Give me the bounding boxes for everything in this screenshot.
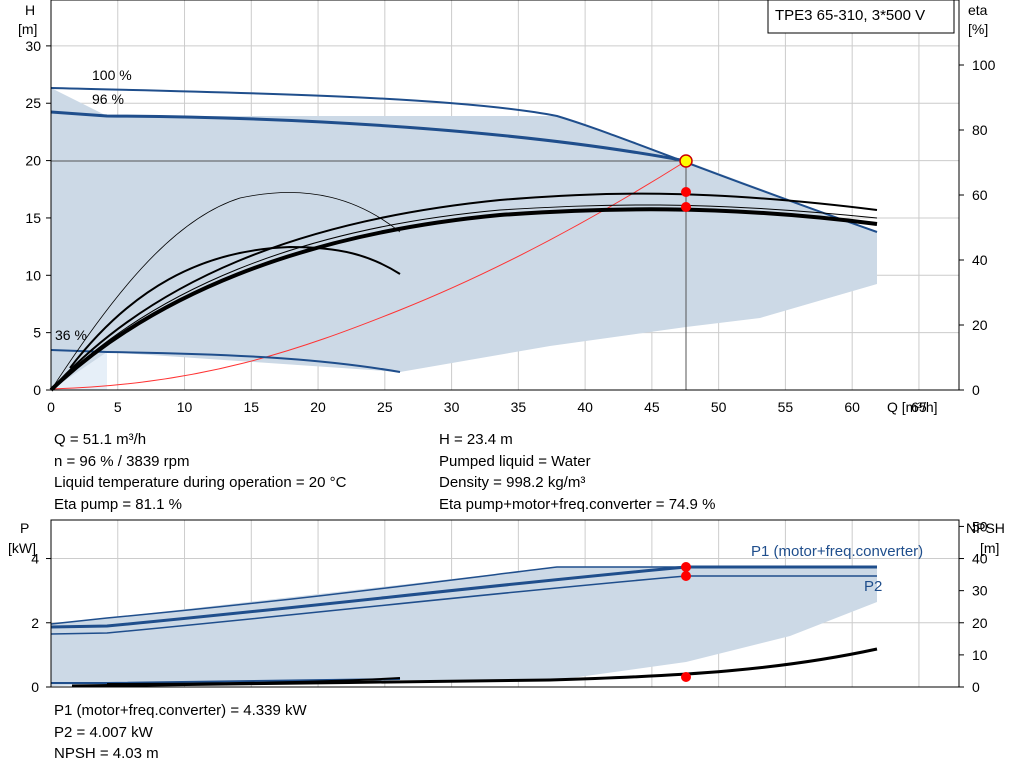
eta-tick-label: 100 bbox=[972, 57, 996, 73]
info-liquid-temperature: Liquid temperature during operation = 20… bbox=[54, 474, 347, 491]
duty-point-p2 bbox=[681, 571, 691, 581]
upper-eta-axis-ticks: 0 20 40 60 80 100 bbox=[959, 57, 996, 398]
system-curve bbox=[50, 160, 687, 390]
x-tick-label: 50 bbox=[711, 399, 727, 415]
npsh-tick-label: 50 bbox=[972, 518, 988, 534]
eta-curve-total-100 bbox=[50, 192, 878, 391]
eta-curve-36-thin bbox=[50, 192, 401, 391]
info-density: Density = 998.2 kg/m³ bbox=[439, 474, 586, 491]
x-tick-label: 30 bbox=[444, 399, 460, 415]
p-axis-label: P bbox=[20, 520, 29, 536]
duty-point-eta-pump bbox=[681, 187, 691, 197]
x-tick-label: 35 bbox=[511, 399, 527, 415]
p-axis-unit: [kW] bbox=[8, 540, 36, 556]
x-tick-label: 65 bbox=[911, 399, 927, 415]
h-tick-label: 10 bbox=[25, 267, 41, 283]
x-tick-label: 5 bbox=[114, 399, 122, 415]
label-speed-36: 36 % bbox=[55, 327, 87, 343]
x-tick-label: 20 bbox=[310, 399, 326, 415]
eta-axis-unit: [%] bbox=[968, 21, 988, 37]
chart-title: TPE3 65-310, 3*500 V bbox=[775, 7, 925, 24]
duty-point-p1 bbox=[681, 562, 691, 572]
info-speed: n = 96 % / 3839 rpm bbox=[54, 452, 190, 470]
x-tick-label: 10 bbox=[177, 399, 193, 415]
h-tick-label: 20 bbox=[25, 153, 41, 169]
qh-curve-36-percent bbox=[50, 349, 401, 373]
title-box bbox=[767, 0, 955, 34]
info-p1: P1 (motor+freq.converter) = 4.339 kW bbox=[54, 702, 307, 719]
duty-point-eta-total bbox=[681, 202, 691, 212]
eta-axis-label: eta bbox=[968, 2, 988, 18]
lower-plot-frame bbox=[50, 519, 960, 688]
duty-point-npsh bbox=[681, 672, 691, 682]
info-flow: Q = 51.1 m³/h bbox=[54, 431, 147, 448]
eta-tick-label: 0 bbox=[972, 382, 980, 398]
h-tick-label: 5 bbox=[33, 325, 41, 341]
x-tick-label: 15 bbox=[244, 399, 260, 415]
info-pumped-liquid: Pumped liquid = Water bbox=[439, 452, 591, 470]
p-tick-label: 4 bbox=[31, 551, 39, 567]
x-tick-label: 0 bbox=[47, 399, 55, 415]
duty-point-qh bbox=[679, 154, 693, 168]
eta-curve-pump-96 bbox=[49, 207, 878, 392]
x-tick-label: 40 bbox=[577, 399, 593, 415]
upper-chart: 0 5 10 15 20 25 30 35 40 45 50 55 60 65 051015202530 … bbox=[18, 0, 996, 415]
eta-tick-label: 80 bbox=[972, 122, 988, 138]
eta-tick-label: 20 bbox=[972, 317, 988, 333]
lower-p-axis-ticks: 0 2 4 bbox=[31, 551, 51, 695]
x-tick-label: 25 bbox=[377, 399, 393, 415]
p1-curve-96 bbox=[50, 565, 877, 629]
power-info: P1 (motor+freq.converter) = 4.339 kW P2 … bbox=[54, 700, 307, 765]
npsh-tick-label: 40 bbox=[972, 551, 988, 567]
npsh-axis-unit: [m] bbox=[980, 540, 999, 556]
x-tick-label: 60 bbox=[844, 399, 860, 415]
upper-operating-area bbox=[51, 88, 877, 390]
qh-curve-96-percent bbox=[50, 110, 687, 163]
info-eta-pump: Eta pump = 81.1 % bbox=[54, 495, 182, 513]
info-head: H = 23.4 m bbox=[439, 431, 513, 448]
npsh-curve-36 bbox=[106, 677, 401, 685]
duty-info-left: Q = 51.1 m³/h n = 96 % / 3839 rpm Liquid… bbox=[54, 429, 346, 515]
p-tick-label: 0 bbox=[31, 679, 39, 695]
lower-npsh-axis-ticks: 0 10 20 30 40 50 bbox=[959, 518, 988, 695]
info-eta-total: Eta pump+motor+freq.converter = 74.9 % bbox=[439, 495, 716, 513]
p1-curve-100 bbox=[50, 566, 877, 625]
upper-h-axis-ticks: 0 5 10 15 20 25 30 bbox=[25, 38, 51, 398]
npsh-axis-label: NPSH bbox=[966, 520, 1005, 536]
x-tick-label: 55 bbox=[778, 399, 794, 415]
eta-curve-total-96 bbox=[50, 204, 878, 391]
upper-x-axis-ticks: 0 5 10 15 20 25 30 35 40 45 50 55 60 65 bbox=[47, 399, 927, 415]
h-tick-label: 30 bbox=[25, 38, 41, 54]
x-tick-label: 45 bbox=[644, 399, 660, 415]
lower-operating-area bbox=[51, 567, 877, 686]
info-npsh: NPSH = 4.03 m bbox=[54, 745, 159, 762]
eta-curve-36-bold bbox=[69, 245, 401, 369]
npsh-tick-label: 0 bbox=[972, 679, 980, 695]
info-p2: P2 = 4.007 kW bbox=[54, 723, 153, 741]
h-axis-unit: [m] bbox=[18, 21, 37, 37]
q-axis-label-upper: Q [m³/h] bbox=[887, 399, 938, 415]
lower-chart: 0 2 4 0 10 20 30 40 50 P [kW] NPSH [m] P1 (moto… bbox=[8, 518, 1005, 695]
h-tick-label: 15 bbox=[25, 210, 41, 226]
npsh-tick-label: 10 bbox=[972, 647, 988, 663]
qh-curve-100-percent bbox=[50, 87, 878, 233]
duty-info-right: H = 23.4 m Pumped liquid = Water Density… bbox=[439, 429, 715, 515]
eta-tick-label: 40 bbox=[972, 252, 988, 268]
eta-tick-label: 60 bbox=[972, 187, 988, 203]
npsh-tick-label: 20 bbox=[972, 615, 988, 631]
label-speed-96: 96 % bbox=[92, 91, 124, 107]
npsh-tick-label: 30 bbox=[972, 583, 988, 599]
label-speed-100: 100 % bbox=[92, 67, 132, 83]
p-tick-label: 2 bbox=[31, 615, 39, 631]
h-tick-label: 0 bbox=[33, 382, 41, 398]
h-axis-label: H bbox=[25, 2, 35, 18]
h-tick-label: 25 bbox=[25, 95, 41, 111]
label-p1: P1 (motor+freq.converter) bbox=[751, 543, 923, 560]
p2-curve-96 bbox=[50, 575, 877, 635]
label-p2: P2 bbox=[864, 578, 882, 595]
